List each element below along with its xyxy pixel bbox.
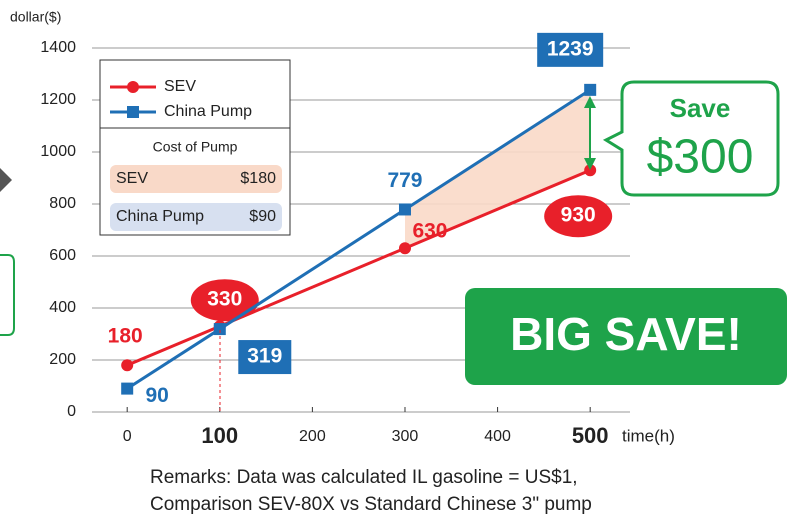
save-arrow-head xyxy=(584,96,596,108)
decor-box xyxy=(0,254,15,336)
x-tick-label: 200 xyxy=(299,428,326,445)
label-bg xyxy=(537,32,604,67)
data-label: 330 xyxy=(207,288,242,311)
y-tick-label: 1000 xyxy=(40,143,76,160)
y-tick-label: 1200 xyxy=(40,91,76,108)
cost-name: SEV xyxy=(116,170,148,187)
data-label: 630 xyxy=(412,220,447,243)
legend-label: China Pump xyxy=(164,103,252,120)
x-tick-label: 500 xyxy=(572,423,609,448)
x-tick-label: 0 xyxy=(123,428,132,445)
y-tick-label: 200 xyxy=(49,351,76,368)
legend-marker xyxy=(127,81,139,93)
cost-row-bg xyxy=(110,165,282,193)
data-label: 90 xyxy=(146,384,169,407)
point xyxy=(398,203,411,216)
y-tick-label: 0 xyxy=(67,403,76,420)
line xyxy=(126,168,591,367)
cost-row-bg xyxy=(110,203,282,231)
cost-name: China Pump xyxy=(116,208,204,225)
x-tick-label: 100 xyxy=(201,423,238,448)
point xyxy=(398,242,411,255)
cost-value: $90 xyxy=(249,208,276,225)
y-tick-label: 400 xyxy=(49,299,76,316)
savings-area xyxy=(404,89,591,249)
big-save: BIG SAVE! xyxy=(510,308,742,360)
big-save-box xyxy=(465,288,787,385)
legend-marker xyxy=(127,106,139,118)
remark: Remarks: Data was calculated IL gasoline… xyxy=(150,467,578,488)
point xyxy=(121,382,134,395)
data-label: 319 xyxy=(247,345,282,368)
label-bg xyxy=(238,340,292,375)
data-label: 1239 xyxy=(547,37,594,60)
y-axis-label: dollar($) xyxy=(10,9,61,25)
legend-entries: SEV China Pump xyxy=(110,78,252,120)
save-callout xyxy=(602,80,780,197)
point xyxy=(121,359,134,372)
y-tick-label: 800 xyxy=(49,195,76,212)
data-label: 930 xyxy=(561,204,596,227)
y-tick-label: 600 xyxy=(49,247,76,264)
remark: Comparison SEV-80X vs Standard Chinese 3… xyxy=(150,494,592,515)
data-label: 180 xyxy=(108,325,143,348)
save-arrow-head xyxy=(584,158,596,170)
line xyxy=(126,88,591,390)
point xyxy=(584,164,597,177)
point xyxy=(213,323,226,336)
point xyxy=(584,83,597,96)
y-tick-label: 1400 xyxy=(40,39,76,56)
x-tick-label: 400 xyxy=(484,428,511,445)
save-amount: $300 xyxy=(647,131,754,184)
label-bg xyxy=(190,279,259,322)
cost-title: Cost of Pump xyxy=(153,139,238,155)
label-bg xyxy=(544,195,613,238)
save-text: Save xyxy=(670,93,731,123)
decor-arrow xyxy=(0,168,12,192)
x-axis-label: time(h) xyxy=(622,426,675,445)
legend-label: SEV xyxy=(164,78,196,95)
cost-value: $180 xyxy=(240,170,276,187)
data-label: 779 xyxy=(387,169,422,192)
x-tick-label: 300 xyxy=(392,428,419,445)
